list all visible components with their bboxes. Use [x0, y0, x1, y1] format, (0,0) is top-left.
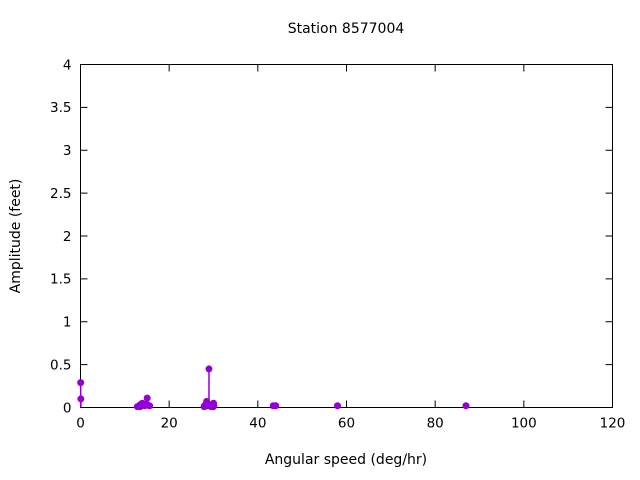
chart-title: Station 8577004: [288, 21, 405, 37]
plot-generated-content: 0 20 40 60 80 100 120 0 0.5 1 1.5 2 2.5 3 3.5 4: [50, 57, 625, 431]
data-point: [77, 395, 85, 403]
data-point: [77, 379, 85, 387]
y-axis-label: Amplitude (feet): [8, 179, 24, 294]
x-tick-label: 120: [600, 416, 626, 432]
x-tick-label: 0: [76, 416, 85, 432]
y-tick-label: 0: [63, 400, 72, 416]
y-tick-label: 1: [63, 315, 72, 331]
y-tick-label: 3: [63, 143, 72, 159]
plot-frame: [80, 64, 613, 408]
data-point: [272, 402, 280, 410]
y-tick-label: 4: [63, 57, 72, 73]
data-point: [143, 394, 151, 402]
x-tick-label: 80: [427, 416, 444, 432]
x-tick-label: 40: [249, 416, 266, 432]
y-tick-label: 1.5: [50, 272, 71, 288]
x-tick-label: 20: [161, 416, 178, 432]
data-point: [205, 365, 213, 373]
data-point: [210, 402, 218, 410]
y-tick-label: 3.5: [50, 100, 71, 116]
data-point: [146, 402, 154, 410]
x-tick-label: 100: [511, 416, 537, 432]
y-tick-label: 0.5: [50, 357, 71, 373]
x-tick-label: 60: [338, 416, 355, 432]
data-point: [334, 402, 342, 410]
y-tick-label: 2: [63, 229, 72, 245]
data-point: [462, 402, 470, 410]
x-axis-label: Angular speed (deg/hr): [265, 452, 427, 468]
y-tick-label: 2.5: [50, 186, 71, 202]
